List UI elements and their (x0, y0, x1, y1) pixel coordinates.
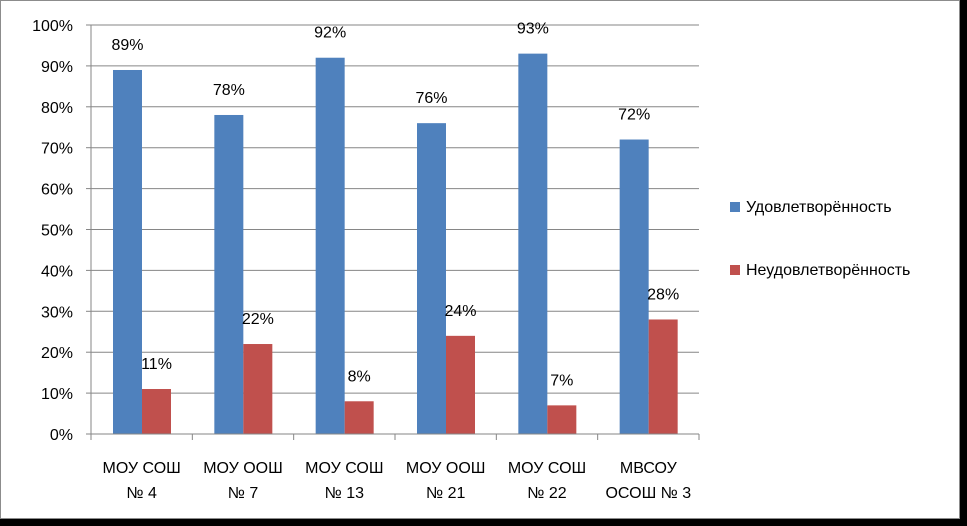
bar-dissatisfaction (648, 319, 678, 434)
data-label: 89% (111, 37, 143, 54)
y-tick-label: 60% (41, 182, 73, 199)
data-label: 72% (618, 107, 650, 124)
y-tick-label: 20% (41, 345, 73, 362)
data-label: 78% (213, 82, 245, 99)
data-labels: 89% 11% 78% 22% 92% 8% 76% 24% 93% 7% 72% 28% (111, 21, 679, 390)
x-tick-label: МОУ СОШ (102, 460, 180, 477)
data-label: 8% (348, 368, 371, 385)
x-tick-label: № 13 (325, 485, 365, 502)
data-label: 7% (550, 372, 573, 389)
x-axis: МОУ СОШ № 4 МОУ ООШ № 7 МОУ СОШ № 13 МОУ ООШ № … (90, 433, 700, 502)
x-tick-label: № 7 (228, 485, 259, 502)
legend-label: Удовлетворённость (746, 199, 892, 216)
bar-dissatisfaction (446, 335, 475, 434)
data-label: 11% (141, 356, 172, 373)
legend-label: Неудовлетворённость (746, 262, 910, 279)
gridlines (91, 24, 699, 435)
legend-swatch (730, 202, 740, 212)
bar-dissatisfaction (344, 401, 374, 434)
y-tick-label: 50% (41, 223, 73, 240)
y-tick-label: 80% (41, 100, 73, 117)
data-label: 92% (314, 25, 346, 42)
x-tick-label: № 4 (126, 485, 157, 502)
x-tick-label: МВСОУ (620, 460, 678, 477)
data-label: 93% (517, 21, 549, 38)
bar-satisfaction (619, 139, 649, 434)
bar-satisfaction (518, 53, 548, 434)
data-label: 22% (242, 311, 274, 328)
x-tick-label: № 22 (527, 485, 567, 502)
bars (113, 53, 678, 435)
bar-dissatisfaction (243, 344, 273, 434)
bar-satisfaction (113, 69, 142, 435)
y-tick-label: 10% (41, 386, 73, 403)
x-tick-label: МОУ ООШ (406, 460, 486, 477)
y-tick-label: 30% (41, 304, 73, 321)
data-label: 24% (444, 303, 476, 320)
x-tick-label: МОУ ООШ (203, 460, 283, 477)
legend: Удовлетворённость Неудовлетворённость (730, 199, 910, 279)
legend-swatch (730, 265, 740, 275)
data-label: 76% (415, 90, 447, 107)
y-tick-label: 0% (50, 427, 73, 444)
chart-frame: 0% 10% 20% 30% 40% 50% 60% 70% 80% 90% 100% 89% 11%… (0, 0, 960, 519)
x-tick-label: ОСОШ № 3 (605, 485, 691, 502)
bar-satisfaction (417, 123, 446, 434)
bar-dissatisfaction (547, 405, 577, 434)
y-tick-label: 90% (41, 59, 73, 76)
bar-dissatisfaction (142, 389, 171, 434)
x-tick-label: МОУ СОШ (508, 460, 586, 477)
x-tick-label: МОУ СОШ (305, 460, 383, 477)
data-label: 28% (647, 286, 679, 303)
y-tick-label: 100% (32, 18, 73, 35)
bar-chart: 0% 10% 20% 30% 40% 50% 60% 70% 80% 90% 100% 89% 11%… (32, 18, 910, 502)
bar-satisfaction (315, 57, 345, 434)
y-tick-label: 40% (41, 263, 73, 280)
x-tick-label: № 21 (426, 485, 466, 502)
y-axis: 0% 10% 20% 30% 40% 50% 60% 70% 80% 90% 100% (32, 18, 92, 444)
y-tick-label: 70% (41, 141, 73, 158)
bar-satisfaction (214, 114, 244, 434)
